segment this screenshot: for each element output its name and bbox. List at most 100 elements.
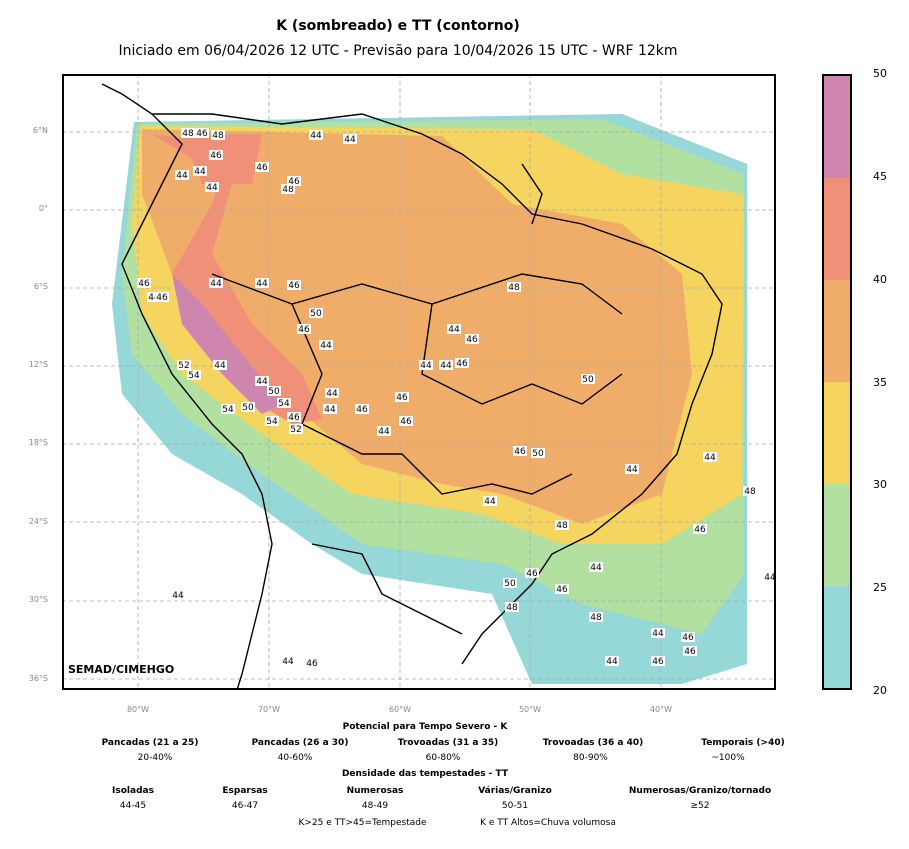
tt-label-bg bbox=[589, 612, 603, 622]
tt-label-bg bbox=[175, 170, 189, 180]
tt-contour-label: 46 bbox=[288, 413, 300, 423]
k-legend-item: Trovoadas (36 a 40) bbox=[542, 738, 644, 748]
tt-label-bg bbox=[287, 412, 301, 422]
tt-label-bg bbox=[399, 416, 413, 426]
tt-label-bg bbox=[281, 184, 295, 194]
tt-label-bg bbox=[281, 656, 295, 666]
lat-label: 12°S bbox=[28, 360, 48, 369]
colorbar-tick: 20 bbox=[873, 684, 887, 697]
tt-contour-label: 44 bbox=[484, 497, 496, 507]
tt-contour-label: 44 bbox=[256, 377, 268, 387]
colorbar-segment bbox=[824, 382, 850, 484]
tt-contour-label: 44 bbox=[420, 361, 432, 371]
map-panel: 48 46 48 44 44 46 46 48 44 44 44 46 44 46 44 46 44 46 48 50… bbox=[62, 74, 776, 690]
tt-label-bg bbox=[693, 524, 707, 534]
colorbar-segment bbox=[824, 586, 850, 688]
lat-label: 0° bbox=[38, 204, 48, 213]
tt-contour-label: 44 bbox=[324, 405, 336, 415]
tt-contour-label: 44 bbox=[764, 573, 776, 583]
tt-contour-label: 48 bbox=[282, 185, 294, 195]
tt-contour-label: 50 bbox=[268, 387, 280, 397]
k-legend-pct: 40-60% bbox=[277, 753, 313, 763]
tt-contour-label: 44 bbox=[310, 131, 322, 141]
tt-legend-range: 46-47 bbox=[231, 801, 259, 811]
tt-label-bg bbox=[205, 182, 219, 192]
tt-label-bg bbox=[209, 278, 223, 288]
tt-contour-label: 46 bbox=[288, 281, 300, 291]
colorbar-segment bbox=[824, 484, 850, 586]
tt-label-bg bbox=[589, 562, 603, 572]
k-zone-40-45 bbox=[152, 134, 322, 424]
colorbar-tick: 45 bbox=[873, 170, 887, 183]
tt-label-bg bbox=[505, 602, 519, 612]
tt-label-bg bbox=[265, 416, 279, 426]
tt-label-bg bbox=[531, 448, 545, 458]
credit-label: SEMAD/CIMEHGO bbox=[68, 663, 175, 676]
tt-contour-label: 54 bbox=[278, 399, 290, 409]
tt-contour-label: 46 bbox=[556, 585, 568, 595]
k-shading bbox=[112, 114, 747, 684]
tt-contour-label: 46 bbox=[682, 633, 694, 643]
tt-contour-label: 44 bbox=[210, 279, 222, 289]
tt-contour-label: 46 bbox=[138, 279, 150, 289]
tt-label-bg bbox=[309, 130, 323, 140]
tt-contour-label: 44 bbox=[194, 167, 206, 177]
tt-label-bg bbox=[155, 292, 169, 302]
k-legend-pct: 20-40% bbox=[137, 753, 173, 763]
tt-contour-label: 46 bbox=[396, 393, 408, 403]
tt-contour-label: 44 bbox=[440, 361, 452, 371]
k-legend-item: Temporais (>40) bbox=[701, 738, 785, 748]
k-legend-item: Pancadas (21 a 25) bbox=[101, 738, 199, 748]
tt-label-bg bbox=[507, 282, 521, 292]
tt-contour-label: 44 bbox=[606, 657, 618, 667]
tt-contour-label: 44 bbox=[176, 171, 188, 181]
tt-contour-label: 48 bbox=[590, 613, 602, 623]
tt-contour-label: 44 bbox=[326, 389, 338, 399]
tt-contour-label: 54 bbox=[188, 371, 200, 381]
chart-subtitle: Iniciado em 06/04/2026 12 UTC - Previsão… bbox=[118, 43, 678, 59]
tt-label-bg bbox=[255, 376, 269, 386]
lon-label: 70°W bbox=[257, 705, 281, 714]
tt-label-bg bbox=[455, 358, 469, 368]
lat-label: 24°S bbox=[28, 517, 48, 526]
tt-label-bg bbox=[187, 370, 201, 380]
tt-label-bg bbox=[193, 166, 207, 176]
tt-label-bg bbox=[211, 130, 225, 140]
tt-contour-label: 44 bbox=[148, 293, 160, 303]
tt-legend-item: Esparsas bbox=[222, 786, 268, 796]
k-legend-pct: ~100% bbox=[711, 753, 745, 763]
tt-label-bg bbox=[447, 324, 461, 334]
tt-label-bg bbox=[651, 656, 665, 666]
tt-contour-label: 48 bbox=[506, 603, 518, 613]
tt-contour-label: 46 bbox=[652, 657, 664, 667]
colorbar-tick: 50 bbox=[873, 67, 887, 80]
tt-label-bg bbox=[743, 486, 757, 496]
tt-legend-item: Numerosas bbox=[346, 786, 404, 796]
tt-label-bg bbox=[267, 386, 281, 396]
tt-label-bg bbox=[513, 446, 527, 456]
tt-contour-label: 46 bbox=[256, 163, 268, 173]
tt-contour-label: 54 bbox=[266, 417, 278, 427]
lon-label: 40°W bbox=[649, 705, 673, 714]
tt-legend-range: ≥52 bbox=[690, 801, 710, 811]
tt-label-bg bbox=[483, 496, 497, 506]
tt-contour-label: 44 bbox=[320, 341, 332, 351]
tt-label-bg bbox=[213, 360, 227, 370]
tt-label-bg bbox=[177, 360, 191, 370]
tt-label-bg bbox=[255, 278, 269, 288]
k-legend-title: Potencial para Tempo Severo - K bbox=[342, 722, 508, 732]
tt-label-bg bbox=[763, 572, 776, 582]
legend-note: K>25 e TT>45=Tempestade bbox=[298, 818, 427, 828]
tt-label-bg bbox=[241, 402, 255, 412]
tt-label-bg bbox=[625, 464, 639, 474]
tt-label-bg bbox=[325, 388, 339, 398]
k-legend-pct: 60-80% bbox=[425, 753, 461, 763]
tt-contour-label: 50 bbox=[242, 403, 254, 413]
tt-legend-range: 44-45 bbox=[119, 801, 147, 811]
tt-contour-label: 46 bbox=[156, 293, 168, 303]
tt-label-bg bbox=[503, 578, 517, 588]
tt-contour-label: 50 bbox=[582, 375, 594, 385]
tt-label-bg bbox=[309, 308, 323, 318]
tt-contour-label: 44 bbox=[652, 629, 664, 639]
